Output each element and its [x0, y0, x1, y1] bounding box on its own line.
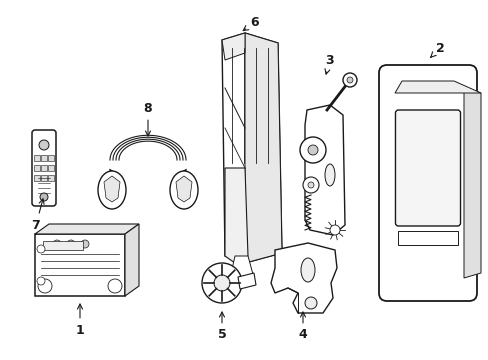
Polygon shape [244, 33, 282, 263]
Text: 4: 4 [298, 312, 307, 342]
Polygon shape [224, 168, 247, 263]
Circle shape [53, 240, 61, 248]
Ellipse shape [170, 171, 198, 209]
Bar [34, 154, 40, 161]
Circle shape [81, 240, 89, 248]
Circle shape [305, 297, 316, 309]
Bar [398, 231, 457, 245]
Ellipse shape [98, 171, 126, 209]
Circle shape [299, 137, 325, 163]
Bar [48, 154, 53, 161]
Ellipse shape [301, 258, 314, 282]
Bar [41, 154, 46, 161]
Polygon shape [463, 88, 480, 278]
Circle shape [67, 240, 75, 248]
Bar [35, 234, 125, 296]
Polygon shape [394, 81, 480, 93]
Bar [34, 165, 40, 171]
Circle shape [108, 279, 122, 293]
FancyBboxPatch shape [32, 130, 56, 206]
Polygon shape [305, 105, 345, 235]
Polygon shape [35, 224, 139, 234]
Text: 7: 7 [32, 199, 44, 231]
Circle shape [38, 279, 52, 293]
Polygon shape [229, 256, 253, 278]
Circle shape [307, 145, 317, 155]
Circle shape [307, 182, 313, 188]
Bar [41, 175, 46, 181]
Circle shape [37, 277, 45, 285]
Bar [43, 241, 83, 250]
FancyBboxPatch shape [378, 65, 476, 301]
Polygon shape [222, 33, 244, 60]
Polygon shape [270, 243, 336, 313]
Circle shape [39, 140, 49, 150]
Bar [41, 165, 46, 171]
Ellipse shape [325, 164, 334, 186]
Circle shape [214, 275, 229, 291]
Polygon shape [222, 33, 282, 263]
Polygon shape [125, 224, 139, 296]
Bar [48, 165, 53, 171]
Circle shape [303, 177, 318, 193]
Text: 2: 2 [430, 41, 444, 57]
Text: 6: 6 [243, 15, 259, 31]
Polygon shape [176, 176, 192, 202]
Circle shape [202, 263, 242, 303]
Text: 1: 1 [76, 304, 84, 337]
Circle shape [329, 225, 339, 235]
Circle shape [342, 73, 356, 87]
Polygon shape [104, 176, 120, 202]
Text: 5: 5 [217, 312, 226, 342]
Circle shape [40, 193, 48, 201]
Polygon shape [238, 273, 256, 289]
Bar [34, 175, 40, 181]
Circle shape [37, 245, 45, 253]
Circle shape [346, 77, 352, 83]
Bar [48, 175, 53, 181]
Text: 8: 8 [143, 102, 152, 136]
Text: 3: 3 [325, 54, 334, 74]
FancyBboxPatch shape [395, 110, 460, 226]
